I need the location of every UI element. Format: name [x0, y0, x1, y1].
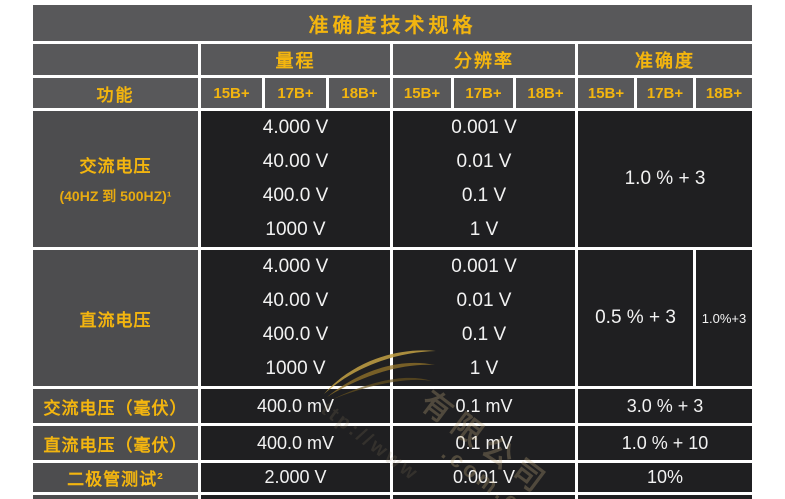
range-value: 4.000 V	[262, 117, 329, 138]
function-label: 直流电压（毫伏）	[43, 435, 188, 455]
function-label: 直流电压	[79, 310, 152, 330]
function-label: 交流电压	[79, 157, 152, 176]
resolution-value: 1 V	[469, 219, 499, 240]
function-column-header: 功能	[33, 78, 198, 108]
resolution-cell: 0.001 V 0.01 V 0.1 V 1 V	[393, 111, 575, 247]
function-cell: 二极管测试²	[33, 463, 198, 492]
title-row: 准确度技术规格	[33, 5, 752, 41]
resolution-cell: 0.1 mV	[393, 389, 575, 423]
table-title: 准确度技术规格	[33, 5, 752, 41]
model-header-acc-18b: 18B+	[696, 78, 752, 108]
accuracy-cell: 3.0 % + 3	[578, 389, 752, 423]
model-header-acc-17b: 17B+	[637, 78, 693, 108]
resolution-value: 0.01 V	[456, 290, 512, 311]
col-group-resolution: 分辨率	[393, 44, 575, 75]
function-cell: 交流电压（毫伏）	[33, 389, 198, 423]
row-clipped	[33, 495, 752, 499]
range-value: 400.0 V	[262, 324, 329, 345]
accuracy-cell-15b-17b: 0.5 % + 3	[578, 250, 693, 386]
model-header-range-17b: 17B+	[265, 78, 326, 108]
function-cell: 交流电压 (40HZ 到 500HZ)¹	[33, 111, 198, 247]
range-cell: 2.000 V	[201, 463, 390, 492]
range-cell: 4.000 V 40.00 V 400.0 V 1000 V	[201, 250, 390, 386]
range-cell: 400.0 mV	[201, 426, 390, 460]
range-value: 1000 V	[265, 358, 326, 379]
row-dc-voltage: 直流电压 4.000 V 40.00 V 400.0 V 1000 V 0.00…	[33, 250, 752, 386]
resolution-cell	[393, 495, 575, 499]
model-header-res-18b: 18B+	[516, 78, 575, 108]
range-cell	[201, 495, 390, 499]
col-group-range: 量程	[201, 44, 390, 75]
model-header-range-18b: 18B+	[329, 78, 390, 108]
row-ac-voltage: 交流电压 (40HZ 到 500HZ)¹ 4.000 V 40.00 V 400…	[33, 111, 752, 247]
function-cell: 直流电压（毫伏）	[33, 426, 198, 460]
resolution-cell: 0.1 mV	[393, 426, 575, 460]
function-label: 二极管测试²	[67, 470, 164, 489]
accuracy-cell: 1.0 % + 10	[578, 426, 752, 460]
resolution-value: 0.01 V	[456, 151, 512, 172]
function-sublabel: (40HZ 到 500HZ)¹	[59, 188, 172, 204]
resolution-cell: 0.001 V 0.01 V 0.1 V 1 V	[393, 250, 575, 386]
model-header-res-17b: 17B+	[454, 78, 513, 108]
row-diode-test: 二极管测试² 2.000 V 0.001 V 10%	[33, 463, 752, 492]
function-label: 交流电压（毫伏）	[43, 398, 188, 418]
accuracy-cell	[578, 495, 752, 499]
resolution-value: 1 V	[469, 358, 499, 379]
resolution-value: 0.001 V	[451, 256, 517, 277]
accuracy-spec-table: 准确度技术规格 量程 分辨率 准确度 功能 15B+ 17B+ 18B+ 15B…	[30, 2, 755, 499]
range-value: 400.0 V	[262, 185, 329, 206]
model-header-row: 功能 15B+ 17B+ 18B+ 15B+ 17B+ 18B+ 15B+ 17…	[33, 78, 752, 108]
resolution-value: 0.001 V	[451, 117, 517, 138]
function-cell	[33, 495, 198, 499]
range-value: 40.00 V	[262, 151, 329, 172]
range-cell: 4.000 V 40.00 V 400.0 V 1000 V	[201, 111, 390, 247]
accuracy-cell-18b: 1.0%+3	[696, 250, 752, 386]
resolution-value: 0.1 V	[461, 185, 507, 206]
resolution-value: 0.1 V	[461, 324, 507, 345]
model-header-acc-15b: 15B+	[578, 78, 634, 108]
resolution-cell: 0.001 V	[393, 463, 575, 492]
row-ac-millivolt: 交流电压（毫伏） 400.0 mV 0.1 mV 3.0 % + 3	[33, 389, 752, 423]
range-value: 1000 V	[265, 219, 326, 240]
accuracy-cell: 10%	[578, 463, 752, 492]
col-group-accuracy: 准确度	[578, 44, 752, 75]
corner-cell	[33, 44, 198, 75]
group-header-row: 量程 分辨率 准确度	[33, 44, 752, 75]
model-header-res-15b: 15B+	[393, 78, 451, 108]
range-value: 40.00 V	[262, 290, 329, 311]
accuracy-cell: 1.0 % + 3	[578, 111, 752, 247]
range-value: 4.000 V	[262, 256, 329, 277]
range-cell: 400.0 mV	[201, 389, 390, 423]
function-cell: 直流电压	[33, 250, 198, 386]
row-dc-millivolt: 直流电压（毫伏） 400.0 mV 0.1 mV 1.0 % + 10	[33, 426, 752, 460]
model-header-range-15b: 15B+	[201, 78, 262, 108]
